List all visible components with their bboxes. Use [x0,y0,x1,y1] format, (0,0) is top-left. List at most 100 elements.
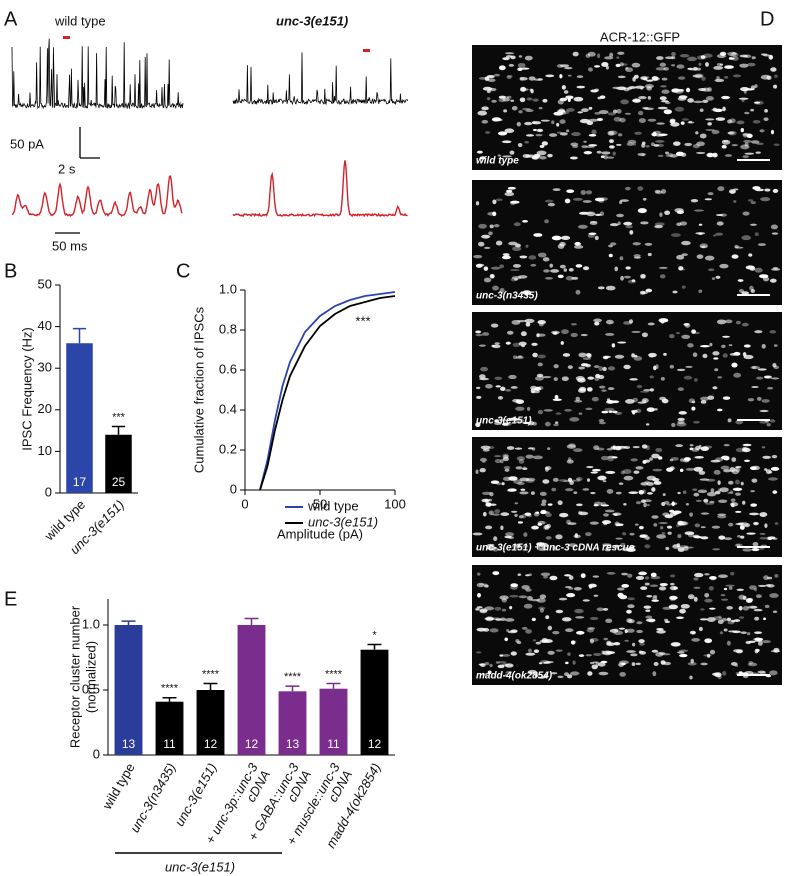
puncta [683,375,693,380]
puncta [709,342,713,347]
puncta [573,244,584,249]
puncta [559,74,563,79]
puncta [532,352,538,358]
puncta [735,320,741,325]
puncta [598,421,606,425]
puncta [602,355,609,360]
puncta [506,75,512,80]
puncta [524,318,535,323]
puncta [718,499,728,504]
puncta [636,629,643,634]
scale-label: 50 pA [10,136,44,151]
puncta [644,107,654,111]
puncta [704,255,715,261]
puncta [685,87,691,93]
puncta [700,608,705,611]
puncta [613,116,622,122]
puncta [597,475,607,481]
puncta [491,344,496,348]
puncta [569,156,578,160]
micrograph [472,565,782,685]
puncta [510,268,520,271]
puncta [480,457,487,462]
puncta [556,122,560,127]
label-line: unc-3(e151) [172,761,220,829]
puncta [638,571,647,576]
puncta [529,88,533,92]
puncta [766,75,772,81]
puncta [687,98,694,103]
puncta [601,410,609,414]
puncta [481,106,489,111]
puncta [615,491,622,495]
puncta [753,521,759,526]
puncta [706,617,716,622]
puncta [486,97,491,101]
puncta [613,513,618,516]
puncta [524,140,529,144]
puncta [769,593,779,598]
puncta [650,572,657,578]
puncta [499,419,508,422]
puncta [704,573,710,576]
puncta [655,67,666,71]
puncta [742,211,750,216]
puncta [535,133,543,137]
puncta [580,333,588,337]
puncta [676,616,684,619]
puncta [651,515,659,519]
puncta [756,142,764,145]
puncta [559,132,568,136]
puncta [606,572,616,575]
puncta [510,277,517,282]
puncta [623,364,631,370]
puncta [507,95,512,99]
puncta [716,408,723,412]
puncta [746,532,756,535]
puncta [574,241,581,246]
puncta [761,343,766,349]
puncta [565,661,569,665]
x-tick-label: 50 [313,496,327,511]
puncta [754,616,760,621]
puncta [698,444,702,450]
puncta [512,355,518,360]
puncta [476,386,481,390]
puncta [475,333,483,337]
puncta [751,56,756,60]
puncta [576,476,583,482]
scale-label: 50 ms [52,238,88,253]
puncta [543,269,550,273]
puncta [772,362,777,368]
puncta [587,627,596,630]
puncta [613,642,621,646]
puncta [644,582,650,586]
puncta [731,362,738,368]
puncta [591,396,599,402]
puncta [615,523,624,527]
puncta [478,241,485,247]
puncta [578,211,589,215]
puncta [567,365,573,370]
puncta [704,598,713,603]
puncta [605,285,616,291]
puncta [564,198,571,204]
puncta [640,482,649,486]
bar [237,625,266,755]
puncta [550,269,560,273]
puncta [705,62,709,67]
puncta [722,396,731,400]
puncta [504,673,509,677]
puncta [489,663,493,667]
puncta [633,141,637,146]
puncta [485,131,491,134]
puncta [694,209,704,212]
bar [114,625,143,755]
puncta [604,548,611,552]
puncta [671,501,675,507]
puncta [688,398,695,404]
puncta [616,213,624,218]
puncta [537,520,546,525]
y-tick-label: 0.6 [219,361,237,376]
puncta [627,573,633,578]
